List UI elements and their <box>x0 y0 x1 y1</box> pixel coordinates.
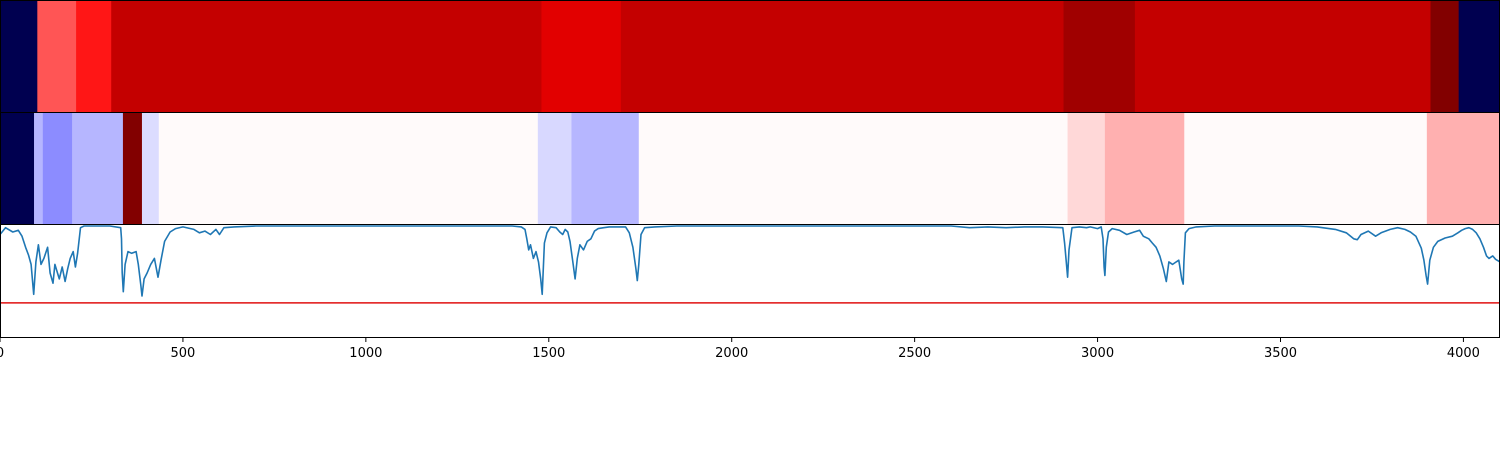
heatmap-1-cell <box>111 1 542 113</box>
heatmap-1-cell <box>541 1 622 113</box>
heatmap-2-cell <box>537 113 572 225</box>
heatmap-1-cell <box>0 1 38 113</box>
heatmap-1-cell <box>37 1 77 113</box>
heatmap-1-cell <box>620 1 1065 113</box>
panel-3-frame <box>0 224 1500 338</box>
heatmap-2-cell <box>638 113 1069 225</box>
panels-group <box>0 1 1500 225</box>
series-line <box>0 225 1500 297</box>
x-tick-label: 0 <box>0 346 4 361</box>
x-tick-label: 3500 <box>1264 346 1297 361</box>
heatmap-1-cell <box>76 1 112 113</box>
heatmap-1-cell <box>1063 1 1136 113</box>
heatmap-2-cell <box>72 113 124 225</box>
x-tick-label: 2000 <box>715 346 748 361</box>
heatmap-2-cell <box>1104 113 1185 225</box>
x-tick-label: 4000 <box>1447 346 1480 361</box>
heatmap-2-cell <box>1184 113 1428 225</box>
heatmap-2-cell <box>42 113 73 225</box>
heatmap-2-cell <box>158 113 539 225</box>
x-tick-label: 2500 <box>898 346 931 361</box>
x-tick-label: 500 <box>171 346 196 361</box>
heatmap-1-cell <box>1430 1 1460 113</box>
heatmap-1-cell <box>1458 1 1500 113</box>
x-tick-label: 3000 <box>1081 346 1114 361</box>
heatmap-2-cell <box>34 113 44 225</box>
heatmap-2-cell <box>122 113 143 225</box>
heatmap-2-cell <box>1067 113 1106 225</box>
series-layer <box>0 225 1500 297</box>
heatmap-2-cell <box>141 113 160 225</box>
heatmap-1-cell <box>1134 1 1431 113</box>
x-tick-label: 1000 <box>349 346 382 361</box>
x-axis: 0 500 1000 1500 2000 2500 3000 3500 4000 <box>0 338 1480 361</box>
heatmap-2-cell <box>0 113 35 225</box>
heatmap-2-cell <box>1426 113 1500 225</box>
x-tick-label: 1500 <box>532 346 565 361</box>
heatmap-2-cell <box>571 113 640 225</box>
